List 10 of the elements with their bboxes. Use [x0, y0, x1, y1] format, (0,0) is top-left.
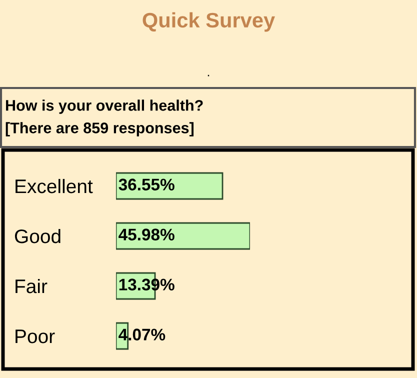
- y-tick-label: Good: [14, 228, 60, 244]
- y-tick-label: Poor: [16, 330, 55, 344]
- chart-subtitle: How is your overall health? [There are 859 responses]: [6, 100, 203, 136]
- data-label: 36.55%: [118, 178, 174, 190]
- y-tick-label: Excellent: [16, 178, 93, 194]
- chart-title: Quick Survey: [142, 12, 275, 32]
- bar: [116, 222, 250, 250]
- data-label: 45.98%: [118, 228, 174, 240]
- text: .: [208, 74, 210, 76]
- y-tick-label: Fair: [16, 278, 48, 294]
